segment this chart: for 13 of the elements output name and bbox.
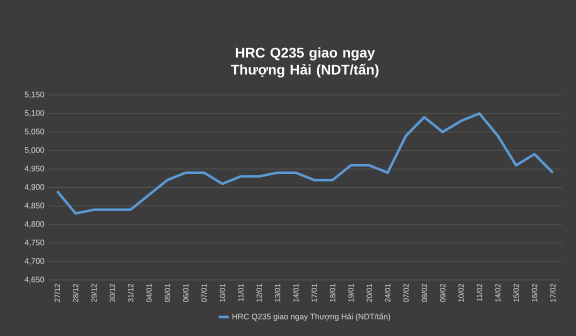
y-tick-label: 4,800	[24, 221, 44, 228]
y-tick-label: 4,850	[24, 202, 44, 210]
y-tick-label: 5,050	[24, 128, 44, 136]
y-tick-label: 4,900	[24, 184, 44, 191]
y-tick-label: 4,750	[24, 240, 44, 246]
legend-label: HRC Q235 giao ngay Thượng Hải (NDT/tấn)	[232, 313, 390, 321]
y-tick-label: 5,150	[24, 92, 44, 98]
y-tick-label: 4,700	[24, 258, 44, 265]
chart-title: HRC Q235 giao ngay Thượng Hải (NDT/tấn)	[230, 47, 378, 78]
y-tick-label: 5,100	[24, 110, 44, 117]
y-tick-label: 4,650	[24, 276, 44, 284]
y-tick-label: 4,950	[24, 166, 44, 172]
y-tick-label: 5,000	[24, 147, 44, 154]
